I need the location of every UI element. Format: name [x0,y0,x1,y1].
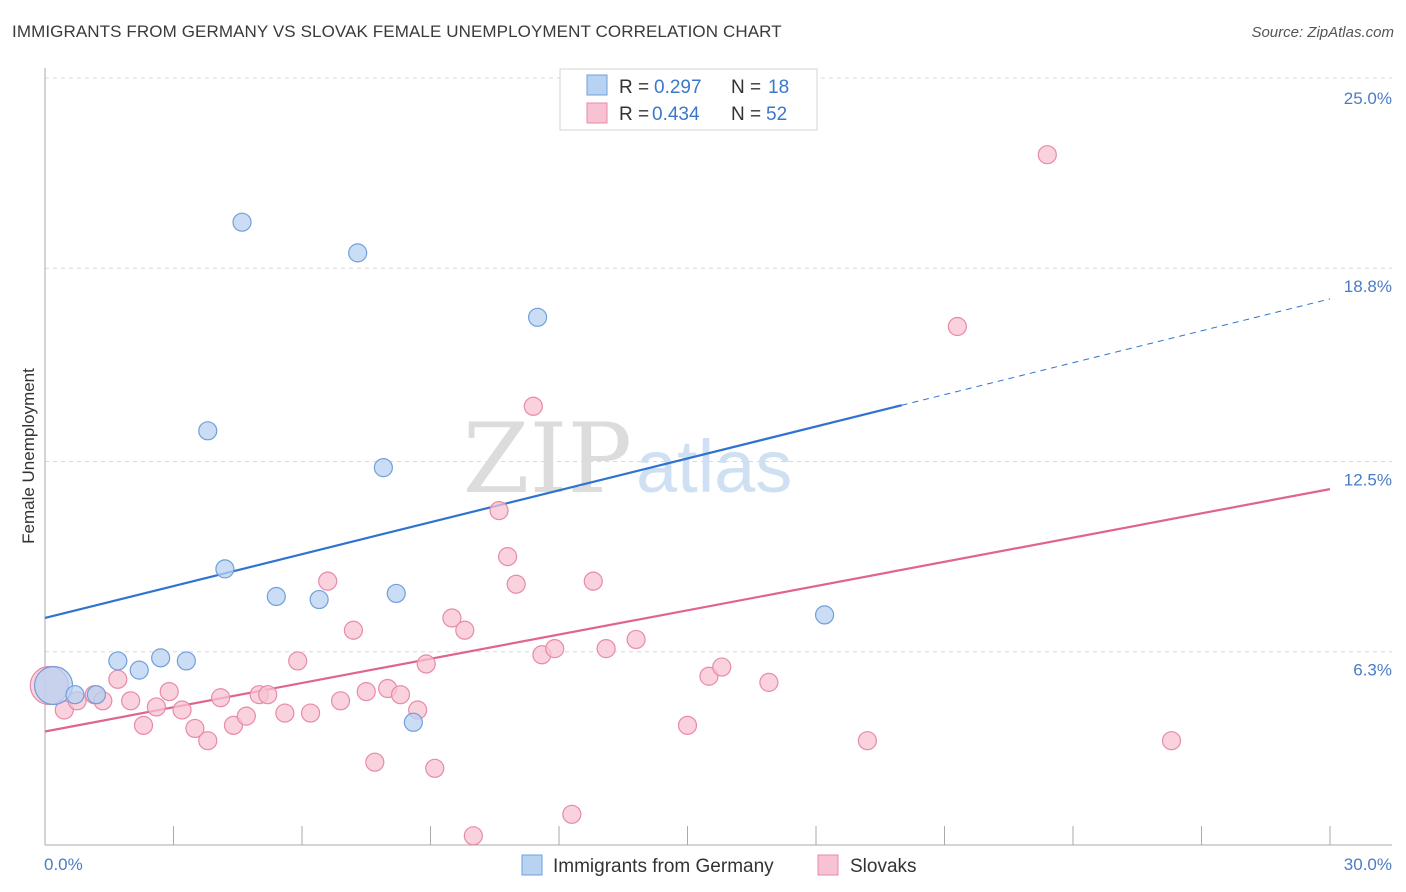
source-label: Source: ZipAtlas.com [1251,24,1394,41]
point-slovaks [947,316,967,337]
point-slovaks [712,657,732,677]
legend-top: R = 0.297 N = 18 R = 0.434 N = 52 [559,68,818,131]
point-slovaks [258,685,278,705]
watermark-zip: ZIP [463,403,632,515]
point-slovaks [596,639,616,659]
point-slovaks [211,688,231,708]
point-slovaks [1037,145,1057,165]
legend-r-value-1: 0.297 [654,77,702,98]
y-tick-label: 18.8% [1344,277,1392,296]
point-slovaks [185,718,205,739]
point-slovaks [583,571,603,591]
point-slovaks [133,715,154,735]
point-slovaks [523,396,543,416]
point-slovaks [236,706,256,726]
point-slovaks [562,804,582,824]
point-slovaks [146,697,166,717]
point-slovaks [121,691,141,711]
point-slovaks [759,672,779,692]
point-germany [129,660,149,680]
legend-r-label-2: R = [619,104,649,125]
point-slovaks [626,629,646,650]
bottom-legend-label-germany: Immigrants from Germany [553,856,774,877]
point-slovaks [489,500,509,521]
x-tick-label-min: 0.0% [44,855,83,874]
point-germany [348,243,368,263]
point-germany [309,589,329,610]
point-germany [527,307,548,327]
point-slovaks [506,574,526,594]
gridlines [45,77,1392,653]
point-slovaks [390,685,411,705]
point-germany [151,648,171,668]
point-slovaks [288,651,308,671]
point-slovaks [300,703,321,723]
point-slovaks [442,608,462,628]
point-slovaks [330,691,351,711]
point-slovaks [545,639,565,659]
point-slovaks [1161,731,1182,751]
legend-bottom: Immigrants from Germany Slovaks [521,854,917,877]
point-germany [198,421,218,441]
chart-title: IMMIGRANTS FROM GERMANY VS SLOVAK FEMALE… [12,22,782,41]
point-slovaks [365,752,385,772]
point-germany [266,586,286,607]
point-germany [86,685,107,705]
legend-n-value-1: 18 [768,77,789,98]
axes [44,68,1392,846]
x-tick-label-max: 30.0% [1344,855,1392,874]
point-germany [215,559,235,579]
bottom-legend-swatch-slovaks [817,854,839,876]
point-slovaks [159,681,179,702]
point-germany [65,685,85,705]
bottom-legend-swatch-germany [521,854,543,876]
point-slovaks [425,758,445,778]
legend-swatch-slovaks [586,102,608,124]
trend-line-germany [44,404,902,620]
y-tick-labels: 6.3% 12.5% 18.8% 25.0% [1344,89,1392,680]
point-slovaks [463,826,483,846]
y-tick-label: 6.3% [1353,661,1392,680]
legend-swatch-germany [586,74,608,96]
y-tick-label: 12.5% [1344,471,1392,490]
point-slovaks [198,731,218,751]
point-slovaks [275,703,295,723]
bottom-legend-label-slovaks: Slovaks [850,856,917,877]
point-slovaks [356,681,376,702]
legend-r-label-1: R = [619,77,649,98]
data-points [29,145,1182,846]
legend-n-label-1: N = [731,77,761,98]
legend-n-label-2: N = [731,104,761,125]
legend-r-value-2: 0.434 [652,104,700,125]
point-germany [814,605,835,625]
point-germany [403,712,423,732]
point-slovaks [498,547,518,567]
point-slovaks [416,654,436,674]
point-slovaks [857,731,878,751]
point-slovaks [343,620,363,640]
point-slovaks [677,715,698,735]
point-germany [232,212,252,232]
y-tick-label: 25.0% [1344,89,1392,108]
point-slovaks [172,700,192,720]
x-ticks: 0.0% 30.0% [44,826,1392,874]
point-germany [373,458,393,478]
point-germany [386,583,406,604]
trend-lines [44,298,1331,733]
trend-line-germany-extrapolated [901,298,1331,406]
trend-line-slovaks [44,488,1331,733]
point-slovaks [318,571,338,591]
point-germany [108,651,128,671]
point-slovaks [108,669,128,689]
y-axis-label: Female Unemployment [19,368,38,544]
point-slovaks [455,620,475,640]
point-germany [176,651,196,671]
legend-n-value-2: 52 [766,104,787,125]
